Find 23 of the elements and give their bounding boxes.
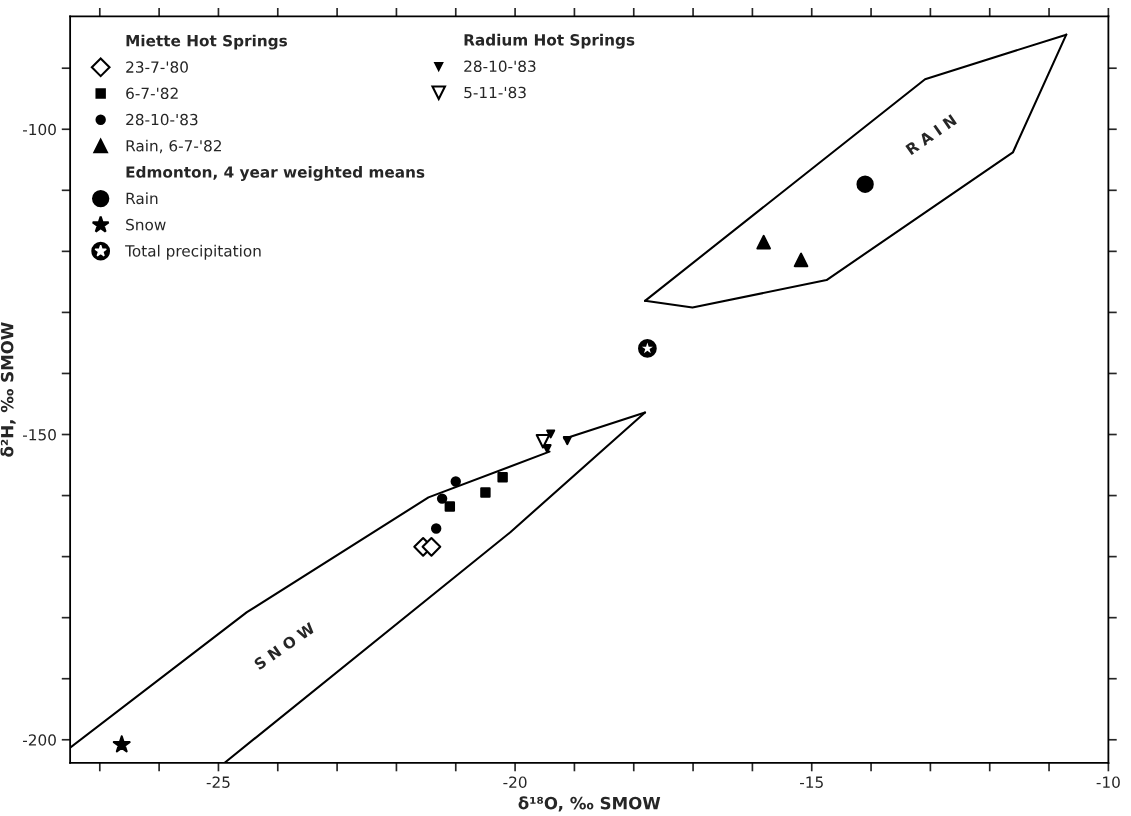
y-axis-title: δ²H, ‰ SMOW bbox=[0, 322, 16, 457]
x-tick-label: -15 bbox=[800, 776, 823, 788]
legend-label: 28-10-'83 bbox=[126, 113, 198, 126]
legend-label: Total precipitation bbox=[125, 244, 261, 260]
y-tick-label: -200 bbox=[23, 734, 56, 746]
legend-label: 5-11-'83 bbox=[464, 86, 526, 99]
y-tick-label: -100 bbox=[23, 123, 56, 136]
legend-label: Snow bbox=[126, 218, 166, 231]
legend-label: Rain, 6-7-'82 bbox=[126, 139, 221, 154]
legend-label: Rain bbox=[126, 192, 158, 205]
x-tick-label: -25 bbox=[206, 776, 230, 788]
annotation: Edmonton, 4 year weighted means bbox=[126, 165, 425, 181]
x-tick-label: -10 bbox=[1096, 776, 1120, 788]
annotation: R A I N bbox=[905, 114, 957, 156]
legend-label: 28-10-'83 bbox=[464, 60, 536, 72]
annotation: Miette Hot Springs bbox=[126, 34, 288, 50]
x-axis-title: δ¹⁸O, ‰ SMOW bbox=[518, 796, 661, 812]
annotation: S N O W bbox=[253, 621, 316, 671]
annotation: Radium Hot Springs bbox=[464, 33, 635, 49]
y-tick-label: -150 bbox=[23, 428, 56, 441]
x-tick-label: -20 bbox=[503, 776, 527, 788]
legend-label: 6-7-'82 bbox=[126, 87, 178, 100]
legend-label: 23-7-'80 bbox=[126, 61, 188, 73]
